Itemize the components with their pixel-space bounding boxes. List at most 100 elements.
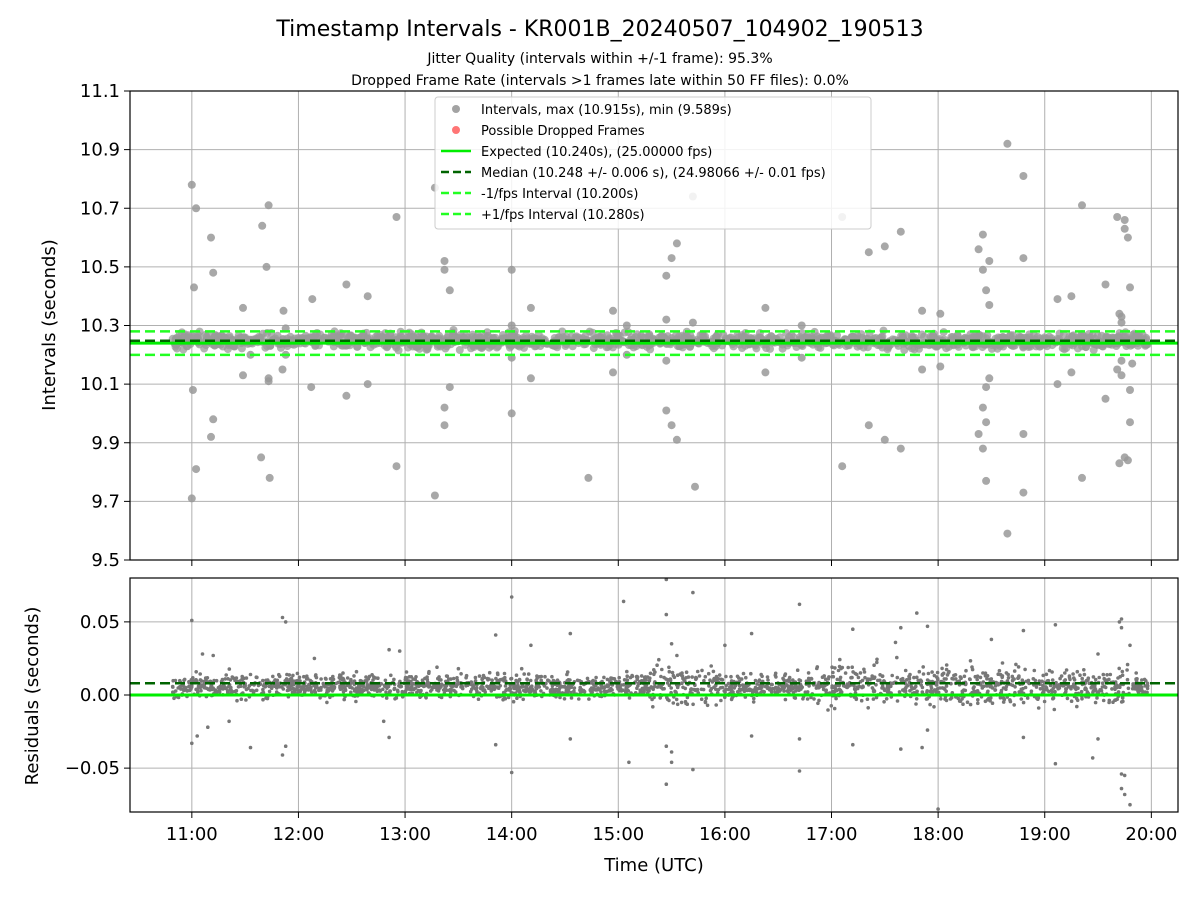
interval-point <box>1117 318 1126 327</box>
residuals-band-point <box>850 665 854 669</box>
residuals-band-point <box>521 688 526 693</box>
residual-point <box>435 665 439 669</box>
residual-point <box>1119 786 1124 791</box>
residuals-band-point <box>1008 698 1012 702</box>
residuals-band-point <box>1126 686 1131 691</box>
residuals-band-point <box>775 686 780 690</box>
residuals-band-point <box>261 678 265 683</box>
intervals-y-tick-label: 10.5 <box>80 257 120 278</box>
residuals-band-point <box>170 684 175 689</box>
residuals-band-point <box>285 672 289 677</box>
residuals-band-point <box>515 696 519 700</box>
residuals-band-point <box>657 657 661 662</box>
residuals-band-point <box>644 687 648 691</box>
residual-point <box>206 725 210 729</box>
residuals-band-point <box>983 699 988 704</box>
interval-point <box>440 265 449 274</box>
residuals-band-point <box>365 682 370 687</box>
residuals-band-point <box>852 684 856 688</box>
residuals-band-point <box>903 668 908 673</box>
residuals-band-point <box>425 680 430 684</box>
residuals-band-point <box>1057 686 1062 690</box>
residuals-band-point <box>1041 683 1045 688</box>
intervals-band-point <box>376 330 385 339</box>
residuals-band-point <box>829 704 834 708</box>
residuals-band-point <box>392 677 396 682</box>
residuals-band-point <box>719 698 723 703</box>
residuals-band-point <box>703 674 708 679</box>
residuals-band-point <box>1125 668 1129 672</box>
residuals-band-point <box>954 677 958 681</box>
legend-label: -1/fps Interval (10.200s) <box>481 187 638 202</box>
residuals-band-point <box>831 670 835 675</box>
residuals-band-point <box>569 696 574 700</box>
residuals-band-point <box>389 673 393 678</box>
legend-item: Possible Dropped Frames <box>452 124 645 139</box>
residual-point <box>568 631 573 636</box>
interval-point <box>667 421 676 430</box>
residuals-band-point <box>926 671 931 676</box>
residuals-band-point <box>891 681 896 685</box>
residuals-band-point <box>304 677 309 681</box>
residuals-band-point <box>1100 681 1105 685</box>
residuals-band-point <box>295 671 300 676</box>
residual-point <box>920 745 924 750</box>
residual-point <box>925 728 930 732</box>
residuals-band-point <box>895 655 899 660</box>
residuals-band-point <box>577 697 581 701</box>
residuals-band-point <box>932 673 937 678</box>
residuals-band-point <box>185 688 189 693</box>
residuals-band-point <box>827 675 831 679</box>
residuals-band-point <box>519 666 524 671</box>
residual-point <box>664 612 669 617</box>
residuals-band-point <box>716 677 721 681</box>
residuals-y-tick-label: −0.05 <box>65 758 120 779</box>
residuals-band-point <box>831 674 836 679</box>
intervals-band-point <box>522 331 531 340</box>
intervals-y-tick-label: 11.1 <box>80 81 120 102</box>
legend-marker <box>452 126 460 134</box>
residuals-band-point <box>690 675 694 679</box>
residuals-band-point <box>176 695 181 700</box>
interval-point <box>440 421 449 430</box>
intervals-y-tick-label: 10.3 <box>80 316 120 337</box>
residuals-band-point <box>993 688 997 692</box>
residuals-band-point <box>235 698 239 703</box>
residuals-band-point <box>665 697 670 701</box>
residuals-band-point <box>340 678 345 682</box>
residuals-band-point <box>537 685 542 689</box>
residual-point <box>1096 737 1100 741</box>
residuals-band-point <box>528 678 533 683</box>
residuals-band-point <box>191 676 195 680</box>
residuals-band-point <box>845 685 849 689</box>
residual-point <box>851 627 855 631</box>
residual-point <box>1096 652 1100 656</box>
residuals-band-point <box>1143 684 1147 688</box>
interval-point <box>440 403 449 412</box>
residual-point <box>627 760 631 765</box>
residuals-band-point <box>206 687 211 692</box>
residuals-band-point <box>1040 679 1044 684</box>
residuals-band-point <box>384 696 389 700</box>
residuals-band-point <box>1001 700 1006 704</box>
interval-point <box>239 371 247 380</box>
residuals-band-point <box>988 699 992 703</box>
residuals-band-point <box>975 677 979 682</box>
residuals-band-point <box>916 678 920 683</box>
residuals-band-point <box>292 682 296 687</box>
interval-point <box>1101 280 1110 289</box>
residuals-band-point <box>731 690 735 694</box>
legend-items: Intervals, max (10.915s), min (9.589s) Po… <box>441 103 826 223</box>
residuals-band-point <box>915 690 919 694</box>
residuals-band-point <box>934 683 939 687</box>
legend-label: +1/fps Interval (10.280s) <box>481 208 645 223</box>
residuals-band-point <box>717 673 722 677</box>
residuals-band-point <box>319 677 323 681</box>
residuals-band-point <box>530 684 534 688</box>
interval-point <box>918 365 927 374</box>
residuals-band-point <box>936 678 940 682</box>
interval-point <box>1126 418 1134 427</box>
residuals-band-point <box>1095 696 1099 700</box>
residuals-band-point <box>669 686 673 690</box>
residuals-band-point <box>437 678 442 682</box>
